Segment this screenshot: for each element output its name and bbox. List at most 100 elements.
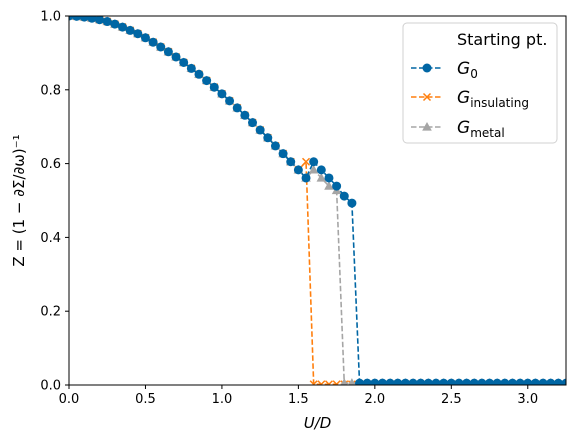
data-point-g0-39 — [362, 378, 372, 385]
x-tick-label: 0.5 — [135, 392, 156, 407]
data-point-g0-40 — [370, 378, 380, 385]
data-point-g0-59 — [515, 378, 525, 385]
data-point-g0-4 — [95, 16, 105, 25]
data-point-g0-17 — [194, 69, 204, 79]
data-point-g0-35 — [332, 181, 342, 191]
data-point-ginsulating-31 — [302, 157, 311, 166]
y-tick-label: 1.0 — [40, 10, 61, 25]
data-point-g0-15 — [179, 57, 189, 67]
data-point-g0-16 — [186, 63, 196, 73]
data-point-g0-50 — [446, 378, 456, 385]
data-point-g0-54 — [477, 378, 487, 385]
legend-marker-ginsulating — [422, 92, 432, 102]
data-point-g0-18 — [202, 76, 212, 86]
legend-label-gmetal: Gmetal — [457, 118, 505, 140]
data-point-g0-57 — [500, 378, 510, 385]
series-g0 — [69, 16, 566, 385]
plot-frame — [68, 15, 567, 386]
y-tick-label: 0.8 — [40, 83, 61, 98]
legend-box — [402, 22, 558, 144]
legend-label-sub: 0 — [470, 67, 478, 81]
data-point-g0-32 — [309, 157, 319, 167]
data-point-g0-20 — [217, 89, 227, 99]
data-point-g0-22 — [232, 103, 242, 113]
legend-entry-ginsulating: Ginsulating — [411, 88, 529, 110]
data-point-gmetal-37 — [348, 378, 356, 385]
data-point-g0-58 — [507, 378, 517, 385]
data-point-g0-47 — [423, 378, 433, 385]
y-tick-label: 0.2 — [40, 305, 61, 320]
series-line-ginsulating — [69, 16, 566, 385]
data-point-g0-34 — [324, 173, 334, 183]
data-point-g0-65 — [561, 378, 566, 385]
data-point-g0-30 — [293, 165, 303, 175]
x-axis-label: U/D — [304, 414, 332, 432]
data-point-g0-52 — [462, 378, 472, 385]
data-point-g0-7 — [118, 22, 128, 32]
x-tick-label: 1.5 — [288, 392, 309, 407]
data-point-g0-8 — [125, 25, 135, 35]
legend-label-main: G — [457, 88, 470, 108]
data-point-g0-33 — [316, 165, 326, 175]
data-point-g0-61 — [530, 378, 540, 385]
x-tick-label: 0.0 — [59, 392, 80, 407]
data-point-g0-45 — [408, 378, 418, 385]
data-point-g0-38 — [355, 378, 365, 385]
x-tick-label: 2.5 — [441, 392, 462, 407]
legend-marker-g0 — [422, 63, 432, 73]
data-point-g0-63 — [546, 378, 556, 385]
data-point-gmetal-36 — [340, 378, 349, 385]
data-point-g0-41 — [377, 378, 387, 385]
x-tick-label: 1.0 — [212, 392, 233, 407]
data-point-g0-53 — [469, 378, 479, 385]
data-point-g0-49 — [439, 378, 449, 385]
data-point-g0-46 — [416, 378, 426, 385]
data-point-g0-28 — [278, 149, 288, 159]
data-point-g0-56 — [492, 378, 502, 385]
y-axis-label: Z = (1 − ∂Σ/∂ω)⁻¹ — [10, 134, 28, 266]
legend-label-sub: metal — [470, 126, 504, 140]
data-point-g0-26 — [263, 133, 273, 143]
data-point-g0-43 — [393, 378, 403, 385]
data-point-g0-11 — [148, 37, 158, 47]
data-point-g0-25 — [255, 125, 265, 135]
axes-layer: 0.0 0.5 1.0 1.5 2.0 2.5 3.0 0.0 0.2 0.4 0.6 0.8 1.0 U… — [10, 10, 567, 432]
data-point-g0-51 — [454, 378, 464, 385]
data-point-g0-27 — [270, 141, 280, 151]
data-point-g0-55 — [485, 378, 495, 385]
data-point-ginsulating-33 — [317, 380, 326, 385]
legend-entry-gmetal: Gmetal — [411, 118, 505, 140]
series-layer — [69, 16, 566, 385]
data-point-g0-19 — [209, 82, 219, 92]
legend-label-g0: G0 — [457, 59, 478, 81]
data-point-g0-31 — [301, 173, 311, 183]
data-point-g0-9 — [133, 29, 143, 39]
data-point-gmetal-32 — [308, 164, 319, 174]
data-point-g0-29 — [286, 157, 296, 167]
data-point-g0-60 — [523, 378, 533, 385]
data-point-g0-23 — [240, 110, 250, 120]
data-point-g0-14 — [171, 52, 181, 62]
legend-entry-g0: G0 — [411, 59, 478, 81]
legend-label-main: G — [457, 59, 470, 79]
data-point-gmetal-34 — [324, 181, 334, 190]
data-point-g0-21 — [225, 96, 235, 106]
data-point-ginsulating-32 — [309, 380, 318, 385]
data-point-g0-13 — [163, 47, 173, 57]
y-tick-label: 0.0 — [40, 379, 61, 394]
legend-label-ginsulating: Ginsulating — [457, 88, 529, 110]
data-point-g0-37 — [347, 198, 357, 208]
data-point-g0-48 — [431, 378, 441, 385]
data-point-g0-24 — [248, 118, 258, 128]
data-point-ginsulating-34 — [324, 380, 333, 385]
data-point-g0-62 — [538, 378, 548, 385]
legend-label-sub: insulating — [470, 96, 529, 110]
data-point-g0-2 — [79, 16, 89, 22]
x-tick-label: 2.0 — [365, 392, 386, 407]
data-point-g0-36 — [339, 191, 349, 201]
y-tick-label: 0.6 — [40, 157, 61, 172]
x-tick-label: 3.0 — [517, 392, 538, 407]
